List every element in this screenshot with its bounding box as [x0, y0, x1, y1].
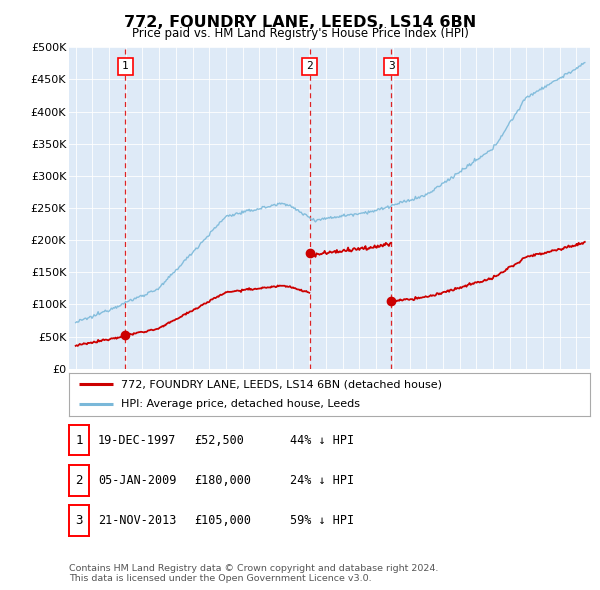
Text: 1: 1: [75, 434, 83, 447]
Text: 2: 2: [75, 474, 83, 487]
Text: 59% ↓ HPI: 59% ↓ HPI: [290, 514, 354, 527]
Text: 19-DEC-1997: 19-DEC-1997: [98, 434, 176, 447]
Text: Contains HM Land Registry data © Crown copyright and database right 2024.
This d: Contains HM Land Registry data © Crown c…: [69, 563, 439, 583]
Text: 3: 3: [75, 514, 83, 527]
Text: 1: 1: [122, 61, 128, 71]
Text: 772, FOUNDRY LANE, LEEDS, LS14 6BN: 772, FOUNDRY LANE, LEEDS, LS14 6BN: [124, 15, 476, 30]
Text: Price paid vs. HM Land Registry's House Price Index (HPI): Price paid vs. HM Land Registry's House …: [131, 27, 469, 40]
Text: £52,500: £52,500: [194, 434, 244, 447]
Text: £105,000: £105,000: [194, 514, 251, 527]
Text: 05-JAN-2009: 05-JAN-2009: [98, 474, 176, 487]
Text: 24% ↓ HPI: 24% ↓ HPI: [290, 474, 354, 487]
Text: 772, FOUNDRY LANE, LEEDS, LS14 6BN (detached house): 772, FOUNDRY LANE, LEEDS, LS14 6BN (deta…: [121, 379, 442, 389]
Text: 21-NOV-2013: 21-NOV-2013: [98, 514, 176, 527]
Text: 44% ↓ HPI: 44% ↓ HPI: [290, 434, 354, 447]
Text: £180,000: £180,000: [194, 474, 251, 487]
Text: 2: 2: [307, 61, 313, 71]
Text: 3: 3: [388, 61, 395, 71]
Text: HPI: Average price, detached house, Leeds: HPI: Average price, detached house, Leed…: [121, 399, 360, 409]
